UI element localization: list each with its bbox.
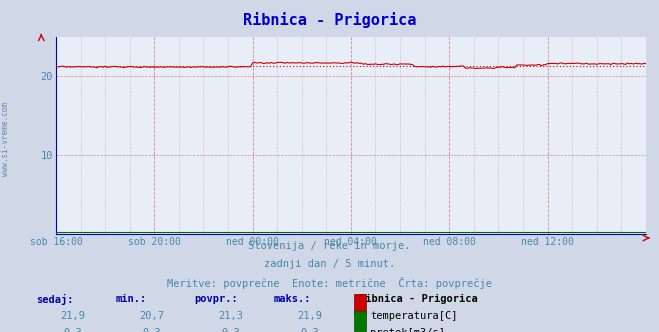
Text: Meritve: povprečne  Enote: metrične  Črta: povprečje: Meritve: povprečne Enote: metrične Črta:… <box>167 277 492 289</box>
Text: 0,3: 0,3 <box>301 328 319 332</box>
Text: Ribnica - Prigorica: Ribnica - Prigorica <box>359 294 478 304</box>
Text: 0,3: 0,3 <box>142 328 161 332</box>
Text: sedaj:: sedaj: <box>36 294 74 305</box>
Text: temperatura[C]: temperatura[C] <box>370 311 458 321</box>
Text: 20,7: 20,7 <box>139 311 164 321</box>
Text: min.:: min.: <box>115 294 146 304</box>
Text: povpr.:: povpr.: <box>194 294 238 304</box>
Text: 21,9: 21,9 <box>60 311 85 321</box>
Text: www.si-vreme.com: www.si-vreme.com <box>1 103 10 176</box>
Text: 21,9: 21,9 <box>297 311 322 321</box>
Text: 0,3: 0,3 <box>221 328 240 332</box>
Text: Slovenija / reke in morje.: Slovenija / reke in morje. <box>248 241 411 251</box>
Text: 0,3: 0,3 <box>63 328 82 332</box>
Text: Ribnica - Prigorica: Ribnica - Prigorica <box>243 12 416 28</box>
Text: 21,3: 21,3 <box>218 311 243 321</box>
Text: pretok[m3/s]: pretok[m3/s] <box>370 328 445 332</box>
Text: maks.:: maks.: <box>273 294 311 304</box>
Text: zadnji dan / 5 minut.: zadnji dan / 5 minut. <box>264 259 395 269</box>
